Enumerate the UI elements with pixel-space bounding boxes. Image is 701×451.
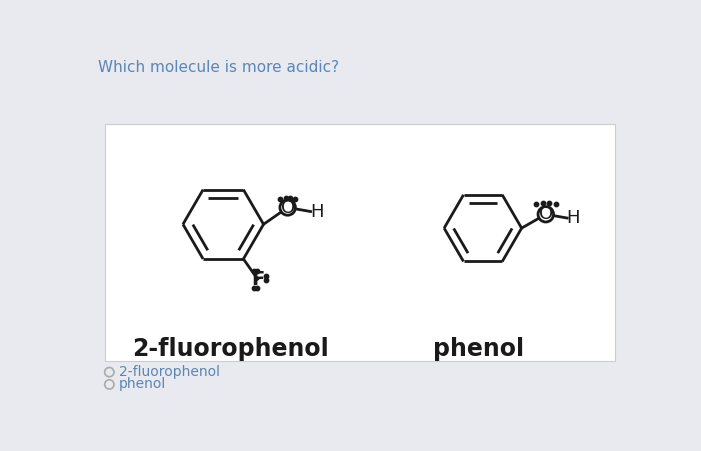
Text: H: H — [310, 202, 324, 221]
Point — [280, 194, 291, 202]
Text: O: O — [280, 198, 294, 216]
Text: phenol: phenol — [433, 337, 524, 361]
Point — [537, 199, 548, 207]
Text: H: H — [566, 209, 580, 227]
Text: phenol: phenol — [118, 377, 166, 391]
Point — [251, 284, 262, 291]
Point — [275, 195, 286, 202]
Text: 2-fluorophenol: 2-fluorophenol — [132, 337, 329, 361]
Point — [248, 284, 259, 291]
FancyBboxPatch shape — [104, 124, 615, 361]
Point — [248, 267, 259, 274]
Point — [284, 194, 295, 202]
Text: 2-fluorophenol: 2-fluorophenol — [118, 365, 219, 379]
Point — [543, 199, 554, 207]
Point — [251, 267, 262, 274]
Text: O: O — [539, 205, 553, 223]
Point — [261, 272, 272, 280]
Point — [290, 195, 301, 202]
Circle shape — [280, 200, 295, 215]
Circle shape — [538, 207, 554, 222]
Text: F: F — [251, 270, 264, 289]
Point — [530, 200, 541, 207]
Point — [550, 200, 562, 207]
Point — [261, 276, 272, 284]
Text: Which molecule is more acidic?: Which molecule is more acidic? — [98, 60, 339, 74]
